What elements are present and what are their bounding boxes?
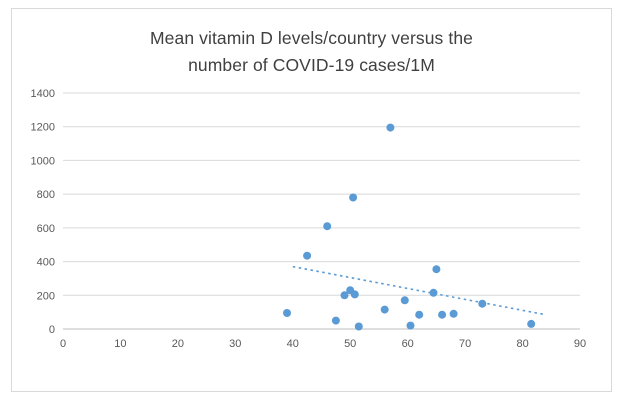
x-tick-label: 80	[516, 338, 528, 350]
data-point	[527, 319, 536, 328]
data-point	[400, 296, 409, 305]
x-tick-label: 60	[402, 338, 414, 350]
data-point	[349, 193, 358, 202]
y-tick-label: 400	[37, 257, 55, 269]
x-tick-label: 90	[574, 338, 586, 350]
y-tick-label: 1200	[31, 122, 55, 134]
data-point	[380, 305, 389, 314]
scatter-plot: 0 200 400 600 800 1000 1200 1400 0 10 20 30 40 50 60 70…	[31, 88, 587, 350]
chart-title: Mean vitamin D levels/country versus the…	[12, 25, 611, 79]
y-tick-label: 1000	[31, 155, 55, 167]
data-point	[354, 322, 363, 331]
x-tick-label: 0	[60, 338, 66, 350]
chart: Mean vitamin D levels/country versus the…	[11, 8, 612, 392]
data-point	[429, 288, 438, 297]
trendline	[292, 265, 546, 316]
x-tick-label: 70	[459, 338, 471, 350]
data-point	[323, 222, 332, 231]
y-tick-label: 800	[37, 189, 55, 201]
data-point	[283, 309, 291, 317]
y-tick-label: 600	[37, 223, 55, 235]
x-tick-label: 10	[114, 338, 126, 350]
chart-title-line-1: Mean vitamin D levels/country versus the	[149, 28, 474, 48]
data-point	[386, 123, 395, 132]
x-tick-label: 40	[287, 338, 299, 350]
data-point	[415, 310, 424, 319]
data-point	[449, 309, 458, 318]
data-point	[478, 299, 487, 308]
data-point	[350, 290, 359, 299]
data-point	[303, 251, 312, 260]
x-tick-label: 20	[172, 338, 184, 350]
data-point	[340, 291, 349, 300]
data-point	[438, 310, 447, 319]
data-point	[331, 316, 340, 325]
x-tick-label: 30	[229, 338, 241, 350]
chart-title-line-2: number of COVID-19 cases/1M	[188, 55, 435, 75]
y-tick-label: 0	[49, 324, 55, 336]
x-tick-label: 50	[344, 338, 356, 350]
y-tick-label: 200	[37, 290, 55, 302]
y-tick-label: 1400	[31, 88, 55, 100]
data-point	[406, 321, 415, 330]
data-point	[432, 265, 441, 274]
